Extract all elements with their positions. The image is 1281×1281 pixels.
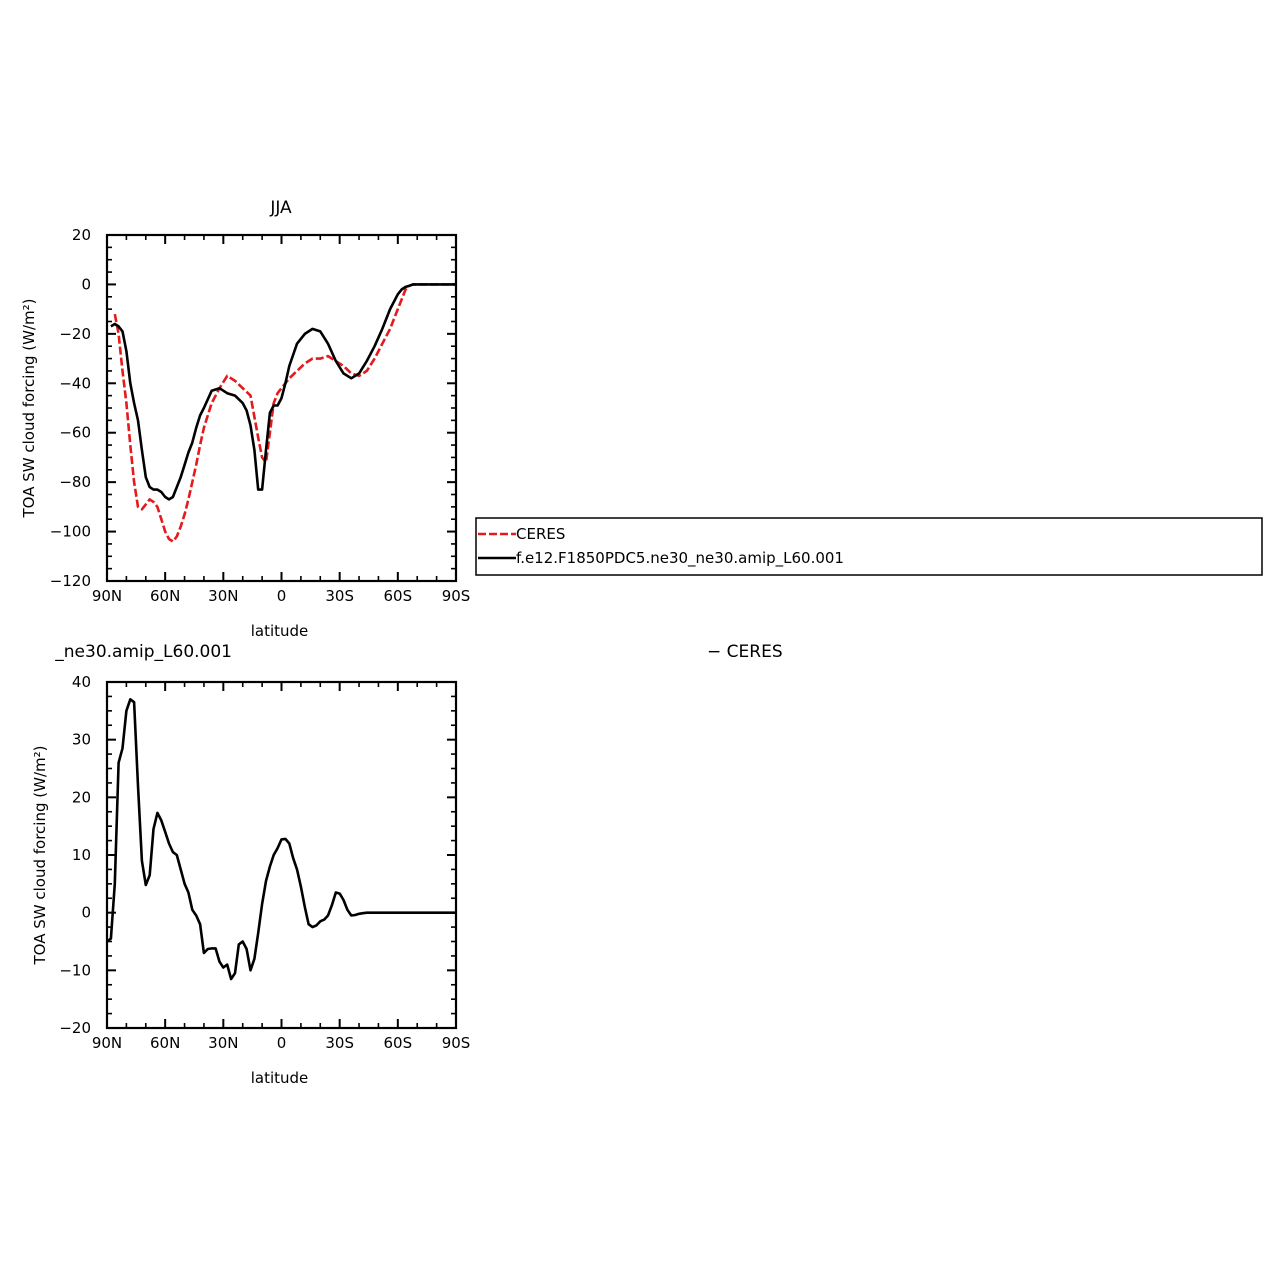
x-axis-label: latitude xyxy=(251,622,309,640)
x-tick-label: 90S xyxy=(442,587,471,605)
y-tick-label: −10 xyxy=(59,961,91,979)
series-line-1 xyxy=(106,697,456,981)
x-tick-label: 0 xyxy=(277,1034,287,1052)
legend-label-1: CERES xyxy=(516,525,565,543)
y-tick-label: 0 xyxy=(81,904,91,922)
y-tick-label: −120 xyxy=(50,572,91,590)
x-axis-label: latitude xyxy=(251,1069,309,1087)
y-tick-label: −60 xyxy=(59,424,91,442)
x-tick-label: 30N xyxy=(208,587,238,605)
chart-difference: _ne30.amip_L60.001 90N 60N 30N 0 30S 60S 90S −20… xyxy=(31,642,470,1087)
x-tick-label: 0 xyxy=(277,587,287,605)
y-axis-label: TOA SW cloud forcing (W/m²) xyxy=(31,746,49,966)
y-tick-label: 20 xyxy=(72,226,91,244)
x-tick-label: 90S xyxy=(442,1034,471,1052)
y-tick-label: −20 xyxy=(59,325,91,343)
x-tick-label: 60N xyxy=(150,1034,180,1052)
x-tick-label: 60N xyxy=(150,587,180,605)
x-tick-label: 90N xyxy=(92,587,122,605)
x-tick-label: 60S xyxy=(384,1034,413,1052)
x-tick-label: 30N xyxy=(208,1034,238,1052)
plot-frame xyxy=(105,680,458,1030)
chart-title: JJA xyxy=(269,198,292,218)
x-tick-label: 90N xyxy=(92,1034,122,1052)
y-tick-label: 30 xyxy=(72,731,91,749)
y-tick-label: 0 xyxy=(81,275,91,293)
chart-title: _ne30.amip_L60.001 xyxy=(54,642,232,662)
y-tick-label: −80 xyxy=(59,473,91,491)
legend-label-2: f.e12.F1850PDC5.ne30_ne30.amip_L60.001 xyxy=(516,549,844,568)
x-tick-label: 30S xyxy=(325,587,354,605)
x-tick-label: 30S xyxy=(325,1034,354,1052)
y-tick-label: 40 xyxy=(72,673,91,691)
legend-fragment-text: − CERES xyxy=(707,642,783,662)
y-tick-label: −20 xyxy=(59,1019,91,1037)
y-tick-label: 20 xyxy=(72,788,91,806)
chart-jja: JJA 90N 60N 30N 0 30S 60S 90S −120 −100 −80 −60 −40 −… xyxy=(20,198,470,640)
x-tick-label: 60S xyxy=(384,587,413,605)
legend-frame xyxy=(475,517,1263,576)
y-axis-label: TOA SW cloud forcing (W/m²) xyxy=(20,299,38,519)
series-line-2 xyxy=(110,283,456,501)
series-line-1 xyxy=(113,283,456,543)
legend-box: CERES f.e12.F1850PDC5.ne30_ne30.amip_L60.… xyxy=(475,517,1263,576)
y-tick-label: −100 xyxy=(50,523,91,541)
y-tick-label: −40 xyxy=(59,374,91,392)
y-tick-label: 10 xyxy=(72,846,91,864)
